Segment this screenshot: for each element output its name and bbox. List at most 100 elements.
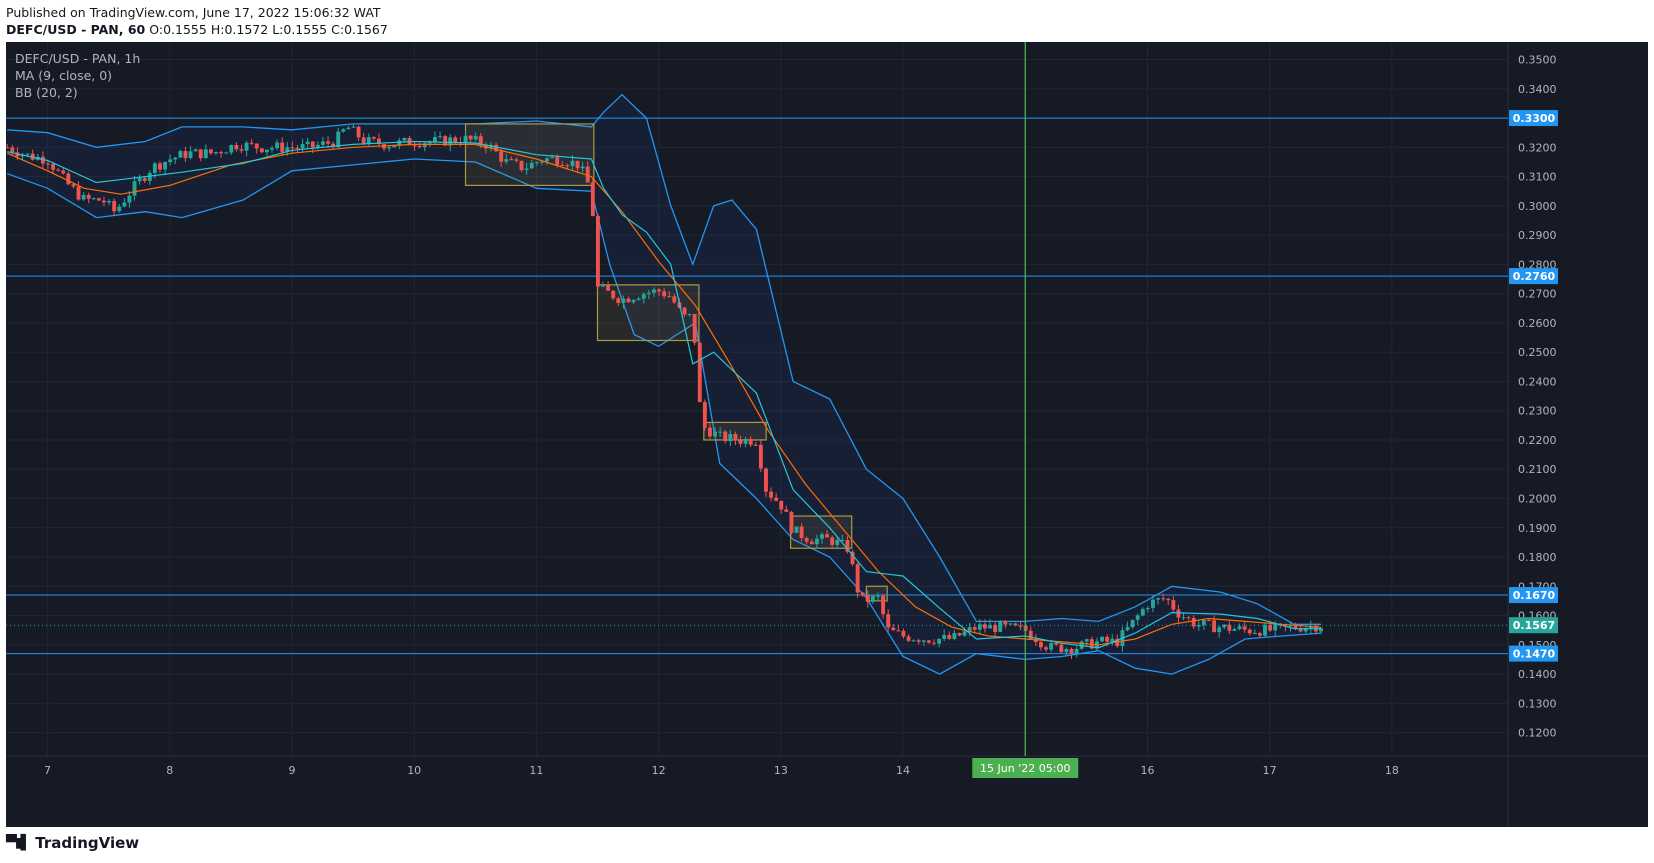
x-tick-label: 16 — [1140, 764, 1154, 777]
candle-body — [876, 595, 880, 597]
candle-body — [448, 137, 453, 146]
candle-body — [1288, 625, 1293, 627]
candle-body — [1293, 625, 1298, 629]
candle-body — [911, 640, 916, 642]
candle-body — [224, 152, 229, 154]
candle-body — [840, 540, 845, 542]
candle-body — [814, 538, 819, 545]
y-tick-label: 0.3100 — [1518, 171, 1557, 184]
bollinger-fill — [7, 94, 1322, 675]
candle-body — [667, 296, 672, 298]
candle-body — [728, 433, 733, 442]
candle-body — [1171, 600, 1176, 610]
candle-body — [998, 621, 1003, 632]
candle-body — [845, 540, 850, 552]
candle-body — [891, 627, 896, 631]
tradingview-logo-icon: ▀▮▌ — [6, 835, 31, 851]
legend-ma[interactable]: MA (9, close, 0) — [15, 68, 113, 83]
candle-body — [1247, 629, 1252, 634]
candle-body — [1028, 630, 1033, 639]
candle-body — [621, 298, 626, 303]
candle-body — [595, 215, 600, 287]
candle-body — [1038, 642, 1043, 648]
candle-body — [453, 137, 458, 143]
candle-body — [942, 634, 947, 639]
candle-body — [112, 200, 117, 212]
candle-body — [789, 511, 794, 533]
candle-body — [799, 526, 804, 538]
candle-body — [76, 186, 81, 200]
candle-body — [626, 298, 631, 303]
candle-body — [860, 592, 865, 596]
candle-body — [1151, 599, 1155, 608]
candle-body — [1237, 626, 1242, 630]
candle-body — [504, 159, 509, 162]
candle-body — [687, 314, 692, 316]
candle-body — [117, 206, 122, 212]
candle-body — [168, 159, 173, 162]
candle-body — [825, 534, 830, 538]
ohlc-open-key: O: — [149, 22, 164, 37]
y-tick-label: 0.2200 — [1518, 434, 1557, 447]
x-tick-label: 12 — [652, 764, 666, 777]
chart-panel[interactable]: 0.3500 0.3400 0.3300 0.3200 0.3100 0.3000 0.29… — [6, 42, 1648, 827]
candle-body — [280, 142, 285, 152]
candle-body — [651, 289, 656, 293]
candle-body — [499, 151, 504, 162]
time-marker-label: 15 Jun '22 05:00 — [980, 762, 1070, 775]
candle-body — [611, 290, 616, 299]
candle-body — [830, 537, 835, 545]
candle-body — [743, 438, 748, 444]
x-tick-label: 13 — [774, 764, 788, 777]
candle-body — [46, 163, 50, 165]
candle-body — [606, 285, 611, 291]
price-chart-svg[interactable]: 0.3500 0.3400 0.3300 0.3200 0.3100 0.3000 0.29… — [6, 42, 1648, 827]
candle-body — [708, 427, 712, 437]
candle-body — [636, 298, 641, 300]
candle-body — [1125, 627, 1130, 631]
candle-body — [234, 145, 239, 150]
candle-body — [718, 431, 723, 433]
candle-body — [1161, 598, 1166, 600]
legend-bb[interactable]: BB (20, 2) — [15, 85, 78, 100]
candle-body — [361, 137, 366, 144]
candle-body — [1191, 617, 1196, 627]
candle-body — [509, 159, 514, 161]
candle-body — [346, 127, 351, 130]
candle-body — [947, 634, 952, 639]
x-tick-label: 10 — [407, 764, 421, 777]
candle-body — [478, 136, 483, 145]
candle-body — [702, 402, 707, 428]
candle-body — [1166, 598, 1171, 601]
candle-body — [896, 630, 901, 632]
candle-body — [259, 148, 264, 153]
candle-body — [315, 144, 320, 148]
candle-body — [66, 173, 71, 185]
candle-body — [881, 595, 886, 615]
candle-body — [1207, 620, 1211, 622]
candle-body — [682, 307, 687, 315]
candle-body — [137, 178, 142, 182]
price-line-label-bg — [1509, 587, 1558, 604]
y-tick-label: 0.1300 — [1518, 697, 1557, 710]
candle-body — [529, 162, 534, 169]
candle-body — [275, 142, 280, 149]
candle-body — [977, 624, 982, 630]
y-tick-label: 0.3400 — [1518, 83, 1557, 96]
candle-body — [519, 160, 524, 170]
candle-body — [1049, 643, 1054, 650]
ohlc-low: 0.1555 — [283, 22, 328, 37]
candle-body — [1176, 609, 1181, 618]
candle-body — [107, 200, 112, 203]
candle-body — [769, 491, 774, 498]
candle-body — [127, 195, 132, 203]
candle-body — [809, 541, 814, 545]
candle-body — [1196, 624, 1201, 627]
ohlc-open: 0.1555 — [163, 22, 207, 37]
candle-body — [377, 138, 381, 145]
legend-symbol[interactable]: DEFC/USD - PAN, 1h — [15, 51, 141, 66]
candle-body — [952, 632, 957, 639]
candle-body — [662, 291, 667, 297]
candle-body — [203, 149, 208, 159]
x-tick-label: 18 — [1385, 764, 1399, 777]
